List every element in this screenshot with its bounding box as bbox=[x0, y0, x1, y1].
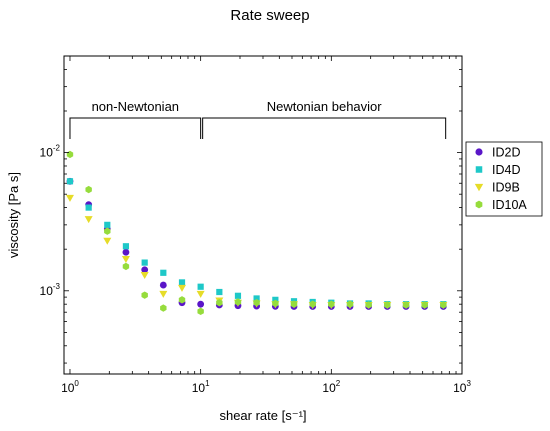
x-axis-label: shear rate [s⁻¹] bbox=[219, 408, 306, 423]
annotation-bracket bbox=[69, 117, 202, 139]
legend-label: ID2D bbox=[492, 146, 520, 160]
legend-marker bbox=[475, 148, 483, 156]
legend-marker bbox=[474, 183, 484, 192]
x-tick-label: 100 bbox=[61, 379, 79, 395]
data-point bbox=[253, 295, 260, 302]
data-point bbox=[160, 304, 167, 312]
data-point bbox=[365, 301, 372, 309]
data-point bbox=[85, 185, 92, 194]
marks-layer bbox=[65, 150, 448, 316]
data-point bbox=[66, 150, 74, 159]
annotation-layer: non-Newtonian Newtonian behavior bbox=[69, 99, 447, 139]
data-point bbox=[234, 298, 242, 306]
data-point bbox=[234, 292, 242, 299]
data-point bbox=[346, 300, 354, 308]
data-point bbox=[309, 300, 316, 308]
data-point bbox=[178, 279, 186, 286]
data-point bbox=[141, 259, 148, 266]
y-tick-label: 10-3 bbox=[40, 282, 61, 298]
annotation-label: Newtonian behavior bbox=[267, 99, 383, 114]
x-tick-label: 102 bbox=[322, 379, 340, 395]
x-tick-label: 103 bbox=[453, 379, 471, 395]
axes-layer: 100 101 102 103 10-3 10-2 bbox=[40, 55, 471, 395]
data-point bbox=[384, 301, 391, 309]
data-point bbox=[122, 243, 130, 250]
data-point bbox=[421, 301, 428, 309]
data-point bbox=[141, 266, 149, 274]
data-point bbox=[440, 301, 447, 309]
annotation-label: non-Newtonian bbox=[92, 99, 179, 114]
legend-marker bbox=[475, 200, 483, 209]
series-id10a bbox=[66, 150, 447, 316]
data-point bbox=[66, 178, 74, 185]
data-point bbox=[159, 290, 168, 298]
legend-label: ID4D bbox=[492, 163, 520, 177]
data-point bbox=[121, 255, 130, 263]
data-point bbox=[178, 296, 186, 304]
data-point bbox=[104, 227, 111, 235]
legend-marker bbox=[475, 166, 483, 173]
legend: ID2D ID4D ID9B ID10A bbox=[465, 141, 543, 217]
series-id4d bbox=[66, 178, 447, 308]
chart-title: Rate sweep bbox=[230, 7, 309, 24]
data-point bbox=[122, 248, 130, 256]
data-point bbox=[122, 262, 130, 271]
data-point bbox=[402, 301, 410, 309]
y-axis-label: viscosity [Pa s] bbox=[6, 172, 21, 258]
data-point bbox=[272, 299, 279, 308]
data-point bbox=[290, 300, 298, 308]
data-point bbox=[197, 300, 205, 308]
data-point bbox=[84, 216, 93, 224]
data-point bbox=[159, 281, 167, 289]
data-point bbox=[328, 300, 335, 308]
data-point bbox=[253, 299, 260, 307]
data-point bbox=[178, 284, 187, 292]
legend-label: ID10A bbox=[492, 198, 527, 212]
data-point bbox=[160, 269, 167, 276]
legend-label: ID9B bbox=[492, 181, 520, 195]
data-point bbox=[141, 291, 148, 299]
annotation-bracket bbox=[202, 117, 447, 139]
data-point bbox=[197, 283, 204, 290]
y-tick-label: 10-2 bbox=[40, 144, 61, 160]
data-point bbox=[85, 204, 92, 211]
data-point bbox=[216, 299, 223, 307]
data-point bbox=[104, 221, 111, 228]
data-point bbox=[197, 307, 204, 316]
data-point bbox=[196, 290, 205, 298]
data-point bbox=[103, 237, 112, 245]
data-point bbox=[65, 194, 74, 202]
data-point bbox=[140, 272, 149, 280]
x-tick-label: 101 bbox=[192, 379, 210, 395]
data-point bbox=[216, 288, 223, 296]
